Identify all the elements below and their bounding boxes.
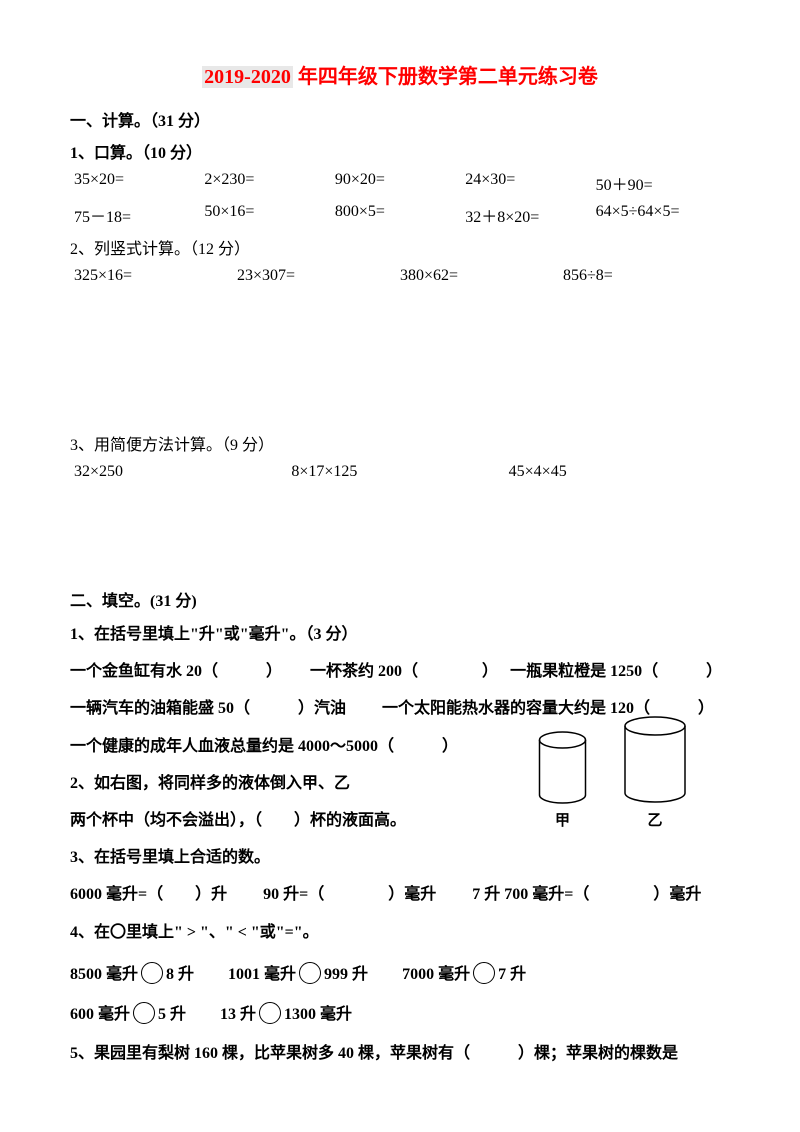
calc-item: 325×16=	[74, 267, 237, 285]
fill-q4-header: 4、在〇里填上" > "、" < "或"="。	[70, 919, 730, 946]
calc-item: 23×307=	[237, 267, 400, 285]
compare-item: 8500 毫升 8 升	[70, 960, 194, 986]
calc-item: 75－18=	[74, 203, 204, 227]
circle-icon	[299, 962, 321, 984]
cylinder-left-label: 甲	[555, 809, 570, 830]
compare-right: 7 升	[498, 966, 526, 983]
compare-left: 1001 毫升	[228, 966, 296, 983]
calc-item: 856÷8=	[563, 267, 726, 285]
q2-vertical-header: 2、列竖式计算。（12 分）	[70, 235, 730, 259]
circle-icon	[473, 962, 495, 984]
cylinder-right: 乙	[620, 715, 690, 830]
calc-item: 90×20=	[335, 171, 465, 195]
fill-text: 6000 毫升=（ ）升	[70, 886, 227, 903]
section-1-header: 一、计算。（31 分）	[70, 107, 730, 131]
cylinder-large-icon	[620, 715, 690, 805]
calc-item: 8×17×125	[291, 463, 508, 481]
fill-text: 一瓶果粒橙是 1250（ ）	[510, 663, 722, 680]
compare-item: 7000 毫升 7 升	[402, 960, 526, 986]
calc-item: 24×30=	[465, 171, 595, 195]
fill-text: 一杯茶约 200（ ）	[310, 663, 490, 680]
vertical-calc-row: 325×16= 23×307= 380×62= 856÷8=	[74, 267, 726, 285]
compare-left: 13 升	[220, 1006, 256, 1023]
cylinder-small-icon	[535, 730, 590, 805]
calc-item: 800×5=	[335, 203, 465, 227]
circle-icon	[259, 1002, 281, 1024]
mental-calc-row-2: 75－18= 50×16= 800×5= 32＋8×20= 64×5÷64×5=	[74, 203, 726, 227]
compare-left: 600 毫升	[70, 1006, 130, 1023]
fill-text: 7 升 700 毫升=（ ）毫升	[472, 886, 701, 903]
circle-icon	[133, 1002, 155, 1024]
fill-q1-line1: 一个金鱼缸有水 20（ ） 一杯茶约 200（ ） 一瓶果粒橙是 1250（ ）	[70, 658, 730, 685]
calc-item: 2×230=	[204, 171, 334, 195]
compare-right: 1300 毫升	[284, 1006, 352, 1023]
fill-text: 90 升=（ ）毫升	[263, 886, 436, 903]
fill-q3-items: 6000 毫升=（ ）升 90 升=（ ）毫升 7 升 700 毫升=（ ）毫升	[70, 881, 730, 908]
mental-calc-row-1: 35×20= 2×230= 90×20= 24×30= 50＋90=	[74, 171, 726, 195]
q3-simple-header: 3、用简便方法计算。（9 分）	[70, 431, 730, 455]
calc-item: 50＋90=	[596, 171, 726, 195]
fill-text: 一辆汽车的油箱能盛 50（ ）汽油	[70, 700, 346, 717]
calc-item: 32＋8×20=	[465, 203, 595, 227]
title-text: 年四年级下册数学第二单元练习卷	[293, 66, 598, 88]
section-2-header: 二、填空。(31 分)	[70, 587, 730, 611]
fill-q1-header: 1、在括号里填上"升"或"毫升"。（3 分）	[70, 621, 730, 648]
simple-calc-row: 32×250 8×17×125 45×4×45	[74, 463, 726, 481]
compare-right: 5 升	[158, 1006, 186, 1023]
compare-item: 1001 毫升 999 升	[228, 960, 368, 986]
compare-row-2: 600 毫升 5 升 13 升 1300 毫升	[70, 1000, 730, 1026]
calc-item: 32×250	[74, 463, 291, 481]
calc-item: 380×62=	[400, 267, 563, 285]
title-year: 2019-2020	[202, 66, 293, 88]
fill-q3-header: 3、在括号里填上合适的数。	[70, 844, 730, 871]
compare-right: 999 升	[324, 966, 368, 983]
calc-item: 64×5÷64×5=	[596, 203, 726, 227]
compare-left: 7000 毫升	[402, 966, 470, 983]
compare-left: 8500 毫升	[70, 966, 138, 983]
calc-item: 50×16=	[204, 203, 334, 227]
calc-item: 45×4×45	[509, 463, 726, 481]
fill-q5: 5、果园里有梨树 160 棵，比苹果树多 40 棵，苹果树有（ ）棵；苹果树的棵…	[70, 1040, 730, 1067]
cylinder-right-label: 乙	[647, 809, 662, 830]
circle-icon	[141, 962, 163, 984]
compare-right: 8 升	[166, 966, 194, 983]
cylinder-diagram: 甲 乙	[535, 715, 690, 830]
q1-mental-header: 1、口算。（10 分）	[70, 139, 730, 163]
compare-item: 13 升 1300 毫升	[220, 1000, 352, 1026]
fill-text: 一个金鱼缸有水 20（ ）	[70, 663, 274, 680]
document-title: 2019-2020 年四年级下册数学第二单元练习卷	[70, 60, 730, 89]
compare-row-1: 8500 毫升 8 升 1001 毫升 999 升 7000 毫升 7 升	[70, 960, 730, 986]
calc-item: 35×20=	[74, 171, 204, 195]
cylinder-left: 甲	[535, 730, 590, 830]
compare-item: 600 毫升 5 升	[70, 1000, 186, 1026]
